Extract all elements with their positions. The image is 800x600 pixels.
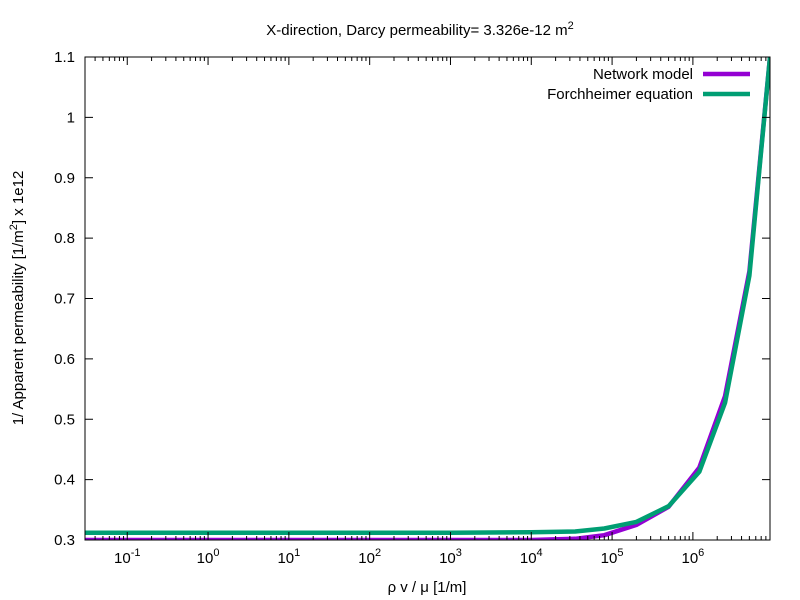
y-tick-label: 0.8 <box>54 230 75 247</box>
x-tick-label-base: 10 <box>277 550 294 567</box>
y-axis-label: 1/ Apparent permeability [1/m2] x 1e12 <box>8 171 27 426</box>
x-tick-label-base: 10 <box>601 550 618 567</box>
y-tick-label: 0.7 <box>54 291 75 308</box>
x-tick-label: 101 <box>277 547 300 567</box>
x-tick-label-base: 10 <box>439 550 456 567</box>
x-tick-label-exp: 4 <box>537 547 543 559</box>
y-axis-label-sup: 2 <box>8 224 20 230</box>
legend-label-2: Forchheimer equation <box>547 86 693 103</box>
y-tick-label: 0.5 <box>54 411 75 428</box>
ticks-layer: 0.30.40.50.60.70.80.911.110-1 100 101 102 10… <box>54 49 771 567</box>
y-tick-label: 1 <box>67 109 75 126</box>
legend: Network model Forchheimer equation <box>547 66 750 103</box>
x-tick-label-base: 10 <box>197 550 214 567</box>
x-tick-label: 102 <box>358 547 381 567</box>
y-tick-label: 1.1 <box>54 49 75 66</box>
x-tick-label-exp: 6 <box>698 547 704 559</box>
x-tick-label-exp: 1 <box>294 547 300 559</box>
x-tick-label-exp: 3 <box>456 547 462 559</box>
x-tick-label-exp: 5 <box>617 547 623 559</box>
chart-title-main: X-direction, Darcy permeability= 3.326e-… <box>266 22 567 39</box>
x-tick-label-base: 10 <box>681 550 698 567</box>
series-layer <box>85 57 770 540</box>
y-axis-label-post: ] x 1e12 <box>10 171 27 224</box>
y-tick-label: 0.3 <box>54 532 75 549</box>
x-tick-label-exp: 2 <box>375 547 381 559</box>
x-axis-label: ρ v / μ [1/m] <box>388 579 467 596</box>
series-line-1 <box>85 57 770 540</box>
x-tick-label: 10-1 <box>114 547 140 567</box>
x-tick-label: 104 <box>520 547 543 567</box>
x-tick-label: 105 <box>601 547 624 567</box>
y-axis-label-pre: 1/ Apparent permeability [1/m <box>10 230 27 425</box>
x-tick-label-exp: 0 <box>213 547 219 559</box>
x-tick-label: 103 <box>439 547 462 567</box>
legend-label-1: Network model <box>593 66 693 83</box>
x-tick-label: 106 <box>681 547 704 567</box>
x-tick-label: 100 <box>197 547 220 567</box>
x-tick-label-base: 10 <box>358 550 375 567</box>
plot-frame <box>84 56 771 541</box>
chart-title: X-direction, Darcy permeability= 3.326e-… <box>266 20 574 39</box>
chart-title-sup: 2 <box>568 20 574 32</box>
x-tick-label-base: 10 <box>114 550 131 567</box>
y-tick-label: 0.9 <box>54 170 75 187</box>
x-tick-label-exp: -1 <box>131 547 141 559</box>
x-tick-label-base: 10 <box>520 550 537 567</box>
y-tick-label: 0.4 <box>54 472 75 489</box>
series-line-2 <box>85 57 770 536</box>
y-tick-label: 0.6 <box>54 351 75 368</box>
